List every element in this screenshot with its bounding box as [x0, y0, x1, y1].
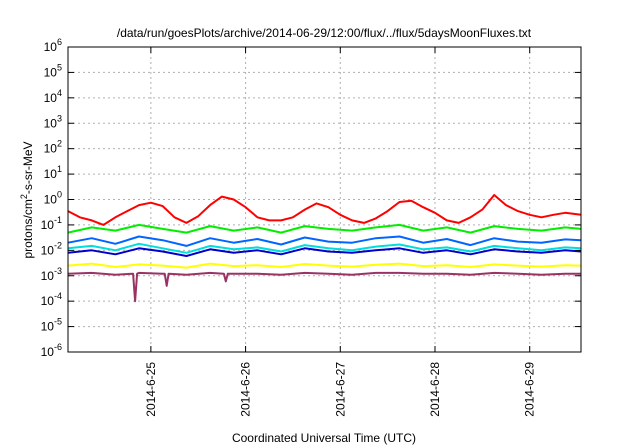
- series-line-5: [67, 247, 582, 257]
- y-tick-label: 10-4: [41, 291, 62, 308]
- x-tick-label: 2014-6-28: [428, 362, 442, 417]
- series-line-2: [67, 223, 582, 234]
- y-tick-label: 101: [44, 164, 62, 181]
- y-tick-label: 104: [44, 88, 62, 105]
- x-tick-label: 2014-6-27: [333, 362, 347, 417]
- y-tick-label-exponent: -4: [54, 291, 62, 301]
- y-tick-label: 10-3: [41, 266, 62, 283]
- y-tick-label: 106: [44, 37, 62, 54]
- x-tick-label: 2014-6-29: [523, 362, 537, 417]
- y-axis-ticks: 10-610-510-410-310-210-11001011021031041…: [41, 37, 581, 359]
- y-tick-label: 100: [44, 190, 62, 207]
- y-tick-label-base: 10: [44, 65, 58, 79]
- y-tick-label-base: 10: [41, 269, 55, 283]
- data-series: [67, 194, 582, 303]
- y-tick-label-exponent: 5: [57, 62, 62, 72]
- y-tick-label-exponent: -6: [54, 342, 62, 352]
- y-tick-label-base: 10: [44, 167, 58, 181]
- series-line-7: [67, 271, 581, 303]
- y-tick-label-exponent: -3: [54, 266, 62, 276]
- y-tick-label: 102: [44, 139, 62, 156]
- y-tick-label-exponent: 4: [57, 88, 62, 98]
- y-tick-label-base: 10: [44, 142, 58, 156]
- y-tick-label: 105: [44, 62, 62, 79]
- y-tick-label-base: 10: [41, 243, 55, 257]
- x-axis-ticks: 2014-6-25 2014-6-26 2014-6-27 2014-6-28 2014…: [144, 47, 537, 417]
- y-tick-label-base: 10: [44, 91, 58, 105]
- y-tick-label: 10-5: [41, 317, 62, 334]
- x-tick-label: 2014-6-25: [144, 362, 158, 417]
- y-tick-label-base: 10: [44, 40, 58, 54]
- y-tick-label-exponent: 2: [57, 139, 62, 149]
- y-axis-label-superscript: 2: [19, 194, 29, 199]
- y-tick-label: 10-1: [41, 215, 62, 232]
- y-tick-label: 10-6: [41, 342, 62, 359]
- y-tick-label-exponent: -2: [54, 240, 62, 250]
- y-tick-label-exponent: 3: [57, 113, 62, 123]
- y-tick-label-base: 10: [41, 320, 55, 334]
- y-axis-label-main: protons/cm: [21, 199, 35, 258]
- y-axis-label-units: -s-sr-MeV: [21, 141, 35, 194]
- y-tick-label: 10-2: [41, 240, 62, 257]
- x-tick-label: 2014-6-26: [239, 362, 253, 417]
- series-line-4: [67, 235, 582, 247]
- y-tick-label-exponent: -5: [54, 317, 62, 327]
- y-axis-label: protons/cm2-s-sr-MeV: [19, 141, 35, 258]
- y-tick-label-exponent: -1: [54, 215, 62, 225]
- y-tick-label-base: 10: [41, 345, 55, 359]
- y-tick-label-base: 10: [44, 193, 58, 207]
- x-axis-label: Coordinated Universal Time (UTC): [232, 431, 416, 445]
- series-line-3: [67, 242, 582, 254]
- y-tick-label-exponent: 0: [57, 190, 62, 200]
- series-line-1: [67, 194, 582, 226]
- chart-title: /data/run/goesPlots/archive/2014-06-29/1…: [117, 26, 532, 40]
- y-tick-label-base: 10: [41, 294, 55, 308]
- y-tick-label-base: 10: [44, 116, 58, 130]
- series-line-6: [67, 262, 582, 269]
- y-tick-label-exponent: 1: [57, 164, 62, 174]
- y-tick-label-exponent: 6: [57, 37, 62, 47]
- y-tick-label: 103: [44, 113, 62, 130]
- y-tick-label-base: 10: [41, 218, 55, 232]
